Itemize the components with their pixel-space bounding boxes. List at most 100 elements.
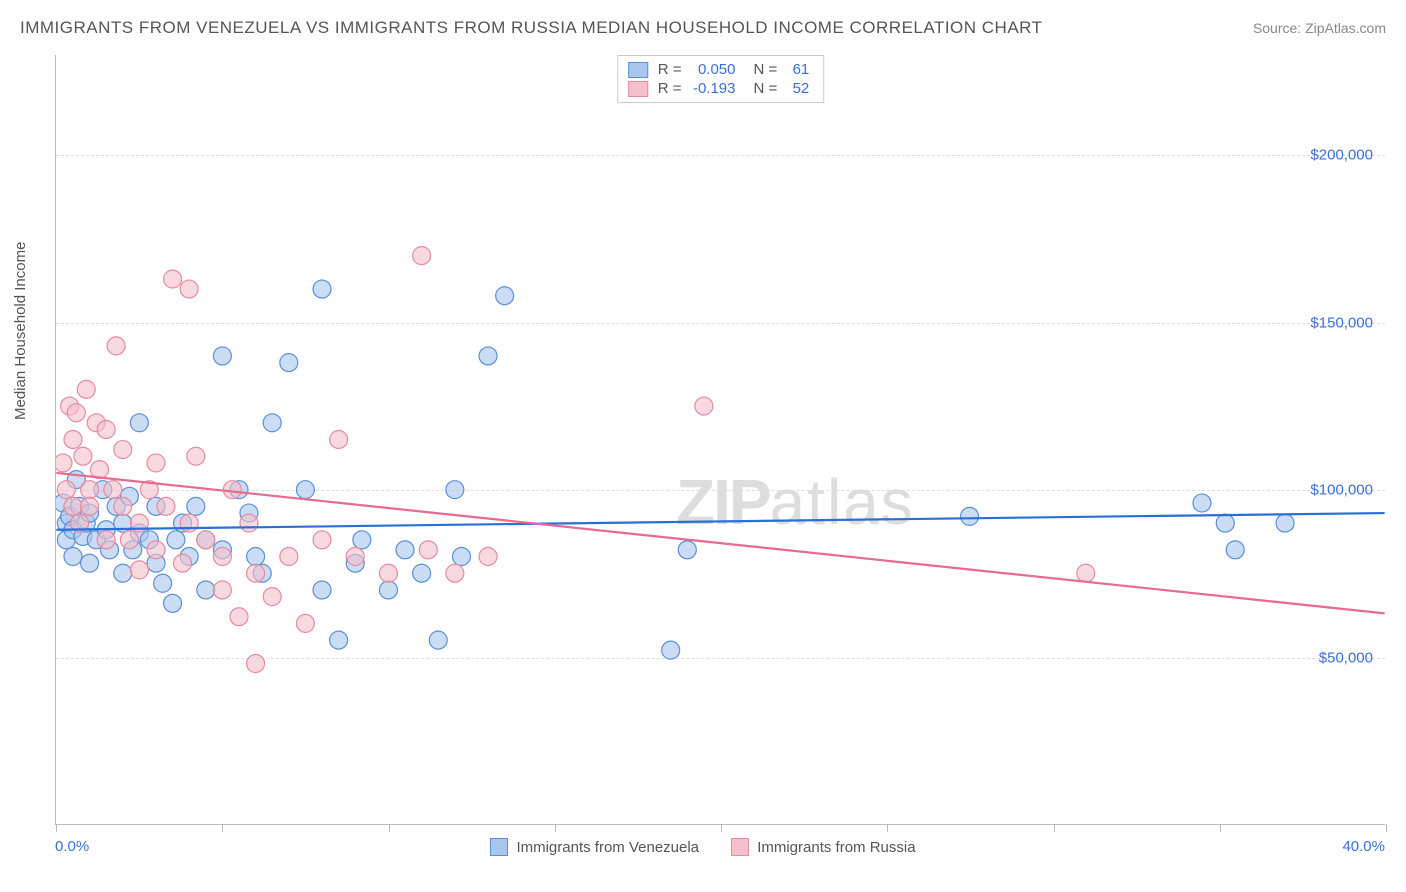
x-tick xyxy=(56,824,57,832)
data-point-russia xyxy=(1077,564,1095,582)
data-point-venezuela xyxy=(413,564,431,582)
data-point-venezuela xyxy=(81,554,99,572)
data-point-russia xyxy=(174,554,192,572)
r-value-venezuela: 0.050 xyxy=(686,61,736,78)
legend-label-venezuela: Immigrants from Venezuela xyxy=(516,839,699,856)
data-point-venezuela xyxy=(130,414,148,432)
data-point-venezuela xyxy=(164,594,182,612)
data-point-venezuela xyxy=(479,347,497,365)
swatch-venezuela xyxy=(628,62,648,78)
n-value-russia: 52 xyxy=(781,80,809,97)
x-tick xyxy=(1220,824,1221,832)
data-point-venezuela xyxy=(197,581,215,599)
data-point-russia xyxy=(346,548,364,566)
data-point-russia xyxy=(247,655,265,673)
data-point-russia xyxy=(187,447,205,465)
data-point-russia xyxy=(77,380,95,398)
y-axis-label: Median Household Income xyxy=(12,242,29,420)
x-tick xyxy=(222,824,223,832)
stats-legend: R = 0.050 N = 61 R = -0.193 N = 52 xyxy=(617,55,825,103)
data-point-russia xyxy=(104,481,122,499)
data-point-russia xyxy=(313,531,331,549)
data-point-venezuela xyxy=(353,531,371,549)
data-point-venezuela xyxy=(1276,514,1294,532)
data-point-venezuela xyxy=(961,507,979,525)
data-point-venezuela xyxy=(114,564,132,582)
data-point-russia xyxy=(147,454,165,472)
data-point-venezuela xyxy=(496,287,514,305)
data-point-venezuela xyxy=(446,481,464,499)
legend-swatch-venezuela xyxy=(490,838,508,856)
r-value-russia: -0.193 xyxy=(686,80,736,97)
data-point-russia xyxy=(64,497,82,515)
data-point-russia xyxy=(57,481,75,499)
data-point-venezuela xyxy=(313,280,331,298)
data-point-venezuela xyxy=(330,631,348,649)
data-point-venezuela xyxy=(167,531,185,549)
x-tick xyxy=(389,824,390,832)
x-tick xyxy=(1054,824,1055,832)
data-point-russia xyxy=(114,497,132,515)
data-point-russia xyxy=(413,247,431,265)
data-point-venezuela xyxy=(396,541,414,559)
data-point-russia xyxy=(230,608,248,626)
data-point-russia xyxy=(240,514,258,532)
legend-swatch-russia xyxy=(731,838,749,856)
data-point-russia xyxy=(280,548,298,566)
data-point-russia xyxy=(107,337,125,355)
series-legend: Immigrants from Venezuela Immigrants fro… xyxy=(0,838,1406,860)
data-point-venezuela xyxy=(1226,541,1244,559)
data-point-russia xyxy=(419,541,437,559)
data-point-russia xyxy=(296,614,314,632)
data-point-russia xyxy=(56,454,72,472)
data-point-russia xyxy=(147,541,165,559)
stats-row-russia: R = -0.193 N = 52 xyxy=(628,79,814,98)
data-point-venezuela xyxy=(263,414,281,432)
data-point-russia xyxy=(263,588,281,606)
data-point-venezuela xyxy=(1216,514,1234,532)
data-point-russia xyxy=(180,280,198,298)
data-point-venezuela xyxy=(280,354,298,372)
data-point-russia xyxy=(223,481,241,499)
data-point-venezuela xyxy=(452,548,470,566)
data-point-venezuela xyxy=(187,497,205,515)
data-point-russia xyxy=(379,564,397,582)
data-point-venezuela xyxy=(313,581,331,599)
source-citation: Source: ZipAtlas.com xyxy=(1253,20,1386,36)
data-point-venezuela xyxy=(1193,494,1211,512)
n-value-venezuela: 61 xyxy=(781,61,809,78)
data-point-russia xyxy=(330,431,348,449)
data-point-russia xyxy=(695,397,713,415)
data-point-venezuela xyxy=(429,631,447,649)
data-point-venezuela xyxy=(213,347,231,365)
legend-item-venezuela: Immigrants from Venezuela xyxy=(490,838,699,856)
data-point-russia xyxy=(120,531,138,549)
data-point-venezuela xyxy=(154,574,172,592)
data-point-russia xyxy=(67,404,85,422)
x-tick xyxy=(721,824,722,832)
chart-header: IMMIGRANTS FROM VENEZUELA VS IMMIGRANTS … xyxy=(20,18,1386,38)
data-point-russia xyxy=(180,514,198,532)
data-point-russia xyxy=(479,548,497,566)
data-point-russia xyxy=(114,441,132,459)
stats-row-venezuela: R = 0.050 N = 61 xyxy=(628,60,814,79)
data-point-russia xyxy=(64,431,82,449)
data-point-russia xyxy=(97,420,115,438)
data-point-venezuela xyxy=(64,548,82,566)
data-point-russia xyxy=(130,561,148,579)
trend-line-russia xyxy=(56,473,1384,613)
data-point-venezuela xyxy=(379,581,397,599)
data-point-venezuela xyxy=(247,548,265,566)
data-point-russia xyxy=(197,531,215,549)
data-point-russia xyxy=(446,564,464,582)
data-point-russia xyxy=(213,548,231,566)
chart-title: IMMIGRANTS FROM VENEZUELA VS IMMIGRANTS … xyxy=(20,18,1043,38)
plot-area: ZIPatlas R = 0.050 N = 61 R = -0.193 N =… xyxy=(55,55,1385,825)
data-point-russia xyxy=(74,447,92,465)
data-point-russia xyxy=(157,497,175,515)
data-point-venezuela xyxy=(662,641,680,659)
x-tick xyxy=(1386,824,1387,832)
data-point-russia xyxy=(81,497,99,515)
swatch-russia xyxy=(628,81,648,97)
chart-svg xyxy=(56,55,1385,824)
